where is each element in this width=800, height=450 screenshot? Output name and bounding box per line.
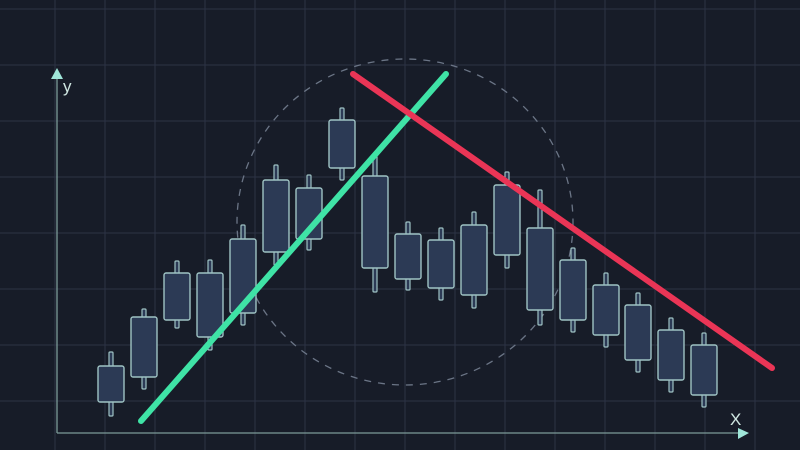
svg-text:y: y xyxy=(63,77,72,96)
svg-text:X: X xyxy=(730,410,741,429)
